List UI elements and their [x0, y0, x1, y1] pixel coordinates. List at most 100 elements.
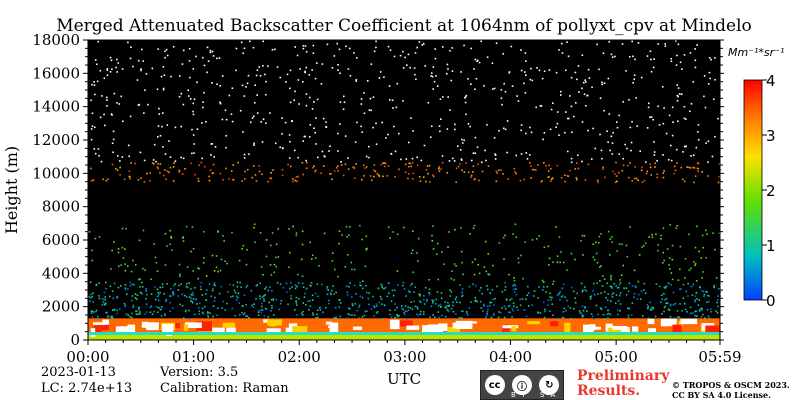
- signal-speck: [545, 291, 547, 293]
- signal-speck: [469, 125, 472, 128]
- signal-speck: [586, 310, 588, 312]
- signal-speck: [628, 282, 631, 285]
- signal-speck: [603, 82, 606, 85]
- signal-speck: [331, 260, 334, 262]
- signal-speck: [120, 95, 123, 98]
- signal-speck: [214, 296, 216, 299]
- signal-speck: [150, 278, 152, 281]
- signal-speck: [170, 235, 172, 238]
- signal-speck: [565, 309, 567, 312]
- signal-speck: [295, 234, 298, 237]
- signal-speck: [454, 228, 456, 231]
- signal-speck: [115, 66, 117, 69]
- signal-speck: [391, 99, 394, 102]
- signal-speck: [446, 72, 448, 75]
- signal-speck: [599, 97, 602, 100]
- signal-speck: [615, 121, 618, 123]
- signal-speck: [676, 54, 678, 57]
- signal-speck: [141, 292, 143, 295]
- signal-speck: [274, 48, 276, 51]
- signal-speck: [162, 66, 165, 68]
- signal-speck: [661, 298, 664, 301]
- signal-speck: [690, 102, 693, 105]
- signal-speck: [431, 300, 434, 302]
- signal-speck: [578, 310, 581, 312]
- signal-speck: [91, 310, 94, 313]
- signal-speck: [125, 293, 128, 296]
- signal-speck: [301, 80, 304, 83]
- signal-speck: [520, 69, 523, 72]
- signal-speck: [128, 170, 131, 172]
- signal-speck: [619, 292, 622, 294]
- signal-speck: [180, 92, 183, 95]
- signal-speck: [339, 72, 341, 74]
- signal-speck: [404, 56, 406, 59]
- signal-speck: [251, 117, 254, 119]
- cc-license-badge: cc ⓘ ↻ BY SA: [480, 370, 564, 400]
- signal-speck: [192, 113, 195, 116]
- signal-speck: [261, 309, 264, 311]
- signal-speck: [705, 256, 707, 259]
- signal-speck: [373, 175, 375, 178]
- x-axis-label: UTC: [387, 370, 421, 388]
- signal-speck: [616, 180, 618, 183]
- signal-speck: [461, 295, 463, 298]
- signal-speck: [597, 181, 599, 184]
- signal-speck: [196, 128, 199, 130]
- signal-speck: [230, 113, 233, 115]
- signal-speck: [205, 120, 207, 123]
- signal-speck: [165, 48, 168, 51]
- signal-speck: [91, 125, 94, 128]
- signal-speck: [584, 81, 587, 83]
- saturated-patch: [621, 326, 630, 335]
- signal-speck: [637, 293, 640, 296]
- signal-speck: [253, 223, 256, 226]
- signal-speck: [270, 310, 272, 312]
- signal-speck: [455, 265, 457, 267]
- signal-speck: [330, 173, 332, 175]
- signal-speck: [694, 315, 696, 318]
- signal-speck: [535, 106, 537, 109]
- signal-speck: [449, 295, 452, 297]
- signal-speck: [666, 248, 669, 250]
- saturated-patch: [328, 325, 335, 329]
- signal-speck: [364, 167, 366, 169]
- signal-speck: [339, 302, 342, 304]
- signal-speck: [531, 304, 534, 306]
- signal-speck: [581, 121, 584, 123]
- signal-speck: [690, 285, 693, 288]
- signal-speck: [392, 231, 394, 233]
- signal-speck: [601, 83, 604, 86]
- signal-speck: [228, 283, 231, 286]
- signal-speck: [275, 256, 277, 259]
- signal-speck: [164, 169, 166, 171]
- signal-speck: [375, 122, 377, 125]
- signal-speck: [345, 45, 347, 48]
- signal-speck: [558, 134, 560, 136]
- signal-speck: [382, 318, 384, 320]
- signal-speck: [582, 289, 584, 292]
- signal-speck: [700, 289, 703, 292]
- signal-speck: [609, 238, 611, 240]
- signal-speck: [596, 282, 599, 284]
- y-tick-label: 0: [70, 331, 80, 349]
- signal-speck: [422, 311, 425, 313]
- signal-speck: [587, 68, 590, 71]
- signal-speck: [242, 244, 245, 247]
- signal-speck: [482, 303, 485, 306]
- signal-speck: [316, 313, 318, 316]
- signal-speck: [157, 291, 160, 294]
- signal-speck: [653, 151, 656, 153]
- signal-speck: [525, 315, 528, 318]
- signal-speck: [305, 161, 308, 164]
- signal-speck: [648, 236, 650, 238]
- signal-speck: [461, 317, 463, 319]
- signal-speck: [686, 166, 689, 168]
- signal-speck: [593, 318, 595, 320]
- signal-speck: [340, 164, 343, 166]
- signal-speck: [311, 258, 313, 260]
- signal-speck: [115, 167, 117, 170]
- signal-speck: [551, 296, 553, 299]
- saturated-patch: [660, 318, 671, 327]
- signal-speck: [380, 163, 383, 166]
